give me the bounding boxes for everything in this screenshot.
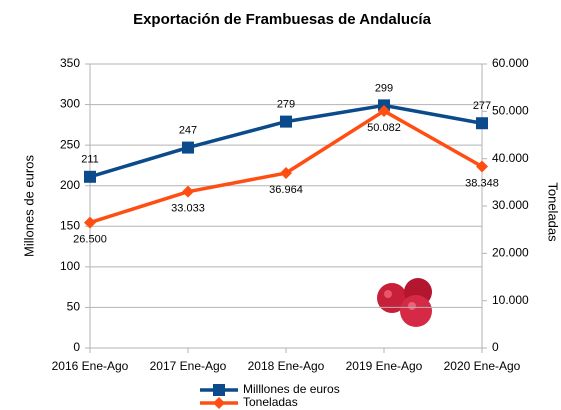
y2-tick-label: 10.000: [492, 293, 529, 307]
data-point: [182, 142, 194, 154]
data-point: [280, 116, 292, 128]
data-label: 279: [277, 99, 295, 111]
y2-tick-label: 60.000: [492, 56, 529, 70]
data-label: 299: [375, 82, 393, 94]
data-label: 36.964: [269, 184, 303, 196]
y-tick-label: 200: [60, 178, 80, 192]
y-tick-label: 150: [60, 218, 80, 232]
y2-tick-label: 30.000: [492, 198, 529, 212]
y-tick-label: 350: [60, 56, 80, 70]
y2-tick-label: 40.000: [492, 151, 529, 165]
data-label: 247: [179, 124, 197, 136]
data-label: 38.348: [465, 177, 499, 189]
y-tick-label: 100: [60, 259, 80, 273]
chart-title: Exportación de Frambuesas de Andalucía: [133, 11, 432, 28]
data-point: [84, 171, 96, 183]
data-label: 277: [473, 100, 491, 112]
legend-marker: [213, 384, 225, 396]
raspberry-image: [377, 278, 432, 327]
x-tick-label: 2019 Ene-Ago: [346, 359, 423, 373]
x-tick-label: 2016 Ene-Ago: [52, 359, 129, 373]
y-tick-label: 0: [73, 340, 80, 354]
x-tick-label: 2018 Ene-Ago: [248, 359, 325, 373]
y2-axis-title: Toneladas: [546, 182, 561, 242]
y2-tick-label: 50.000: [492, 104, 529, 118]
y2-tick-label: 20.000: [492, 246, 529, 260]
data-point: [182, 186, 194, 198]
data-point: [476, 117, 488, 129]
data-label: 211: [81, 154, 99, 166]
data-label: 33.033: [171, 203, 205, 215]
legend-marker: [213, 397, 225, 409]
y2-tick-label: 0: [492, 340, 499, 354]
chart: Exportación de Frambuesas de Andalucía M…: [0, 0, 561, 410]
y-tick-label: 300: [60, 97, 80, 111]
legend-label: Toneladas: [243, 395, 298, 409]
x-tick-label: 2020 Ene-Ago: [444, 359, 521, 373]
y-axis-title: Millones de euros: [21, 155, 36, 257]
legend-label: Milllones de euros: [243, 382, 340, 396]
data-label: 50.082: [367, 122, 401, 134]
x-tick-label: 2017 Ene-Ago: [150, 359, 227, 373]
series-line: [90, 111, 482, 223]
data-label: 26.500: [73, 233, 107, 245]
y-tick-label: 50: [67, 300, 81, 314]
y-tick-label: 250: [60, 137, 80, 151]
